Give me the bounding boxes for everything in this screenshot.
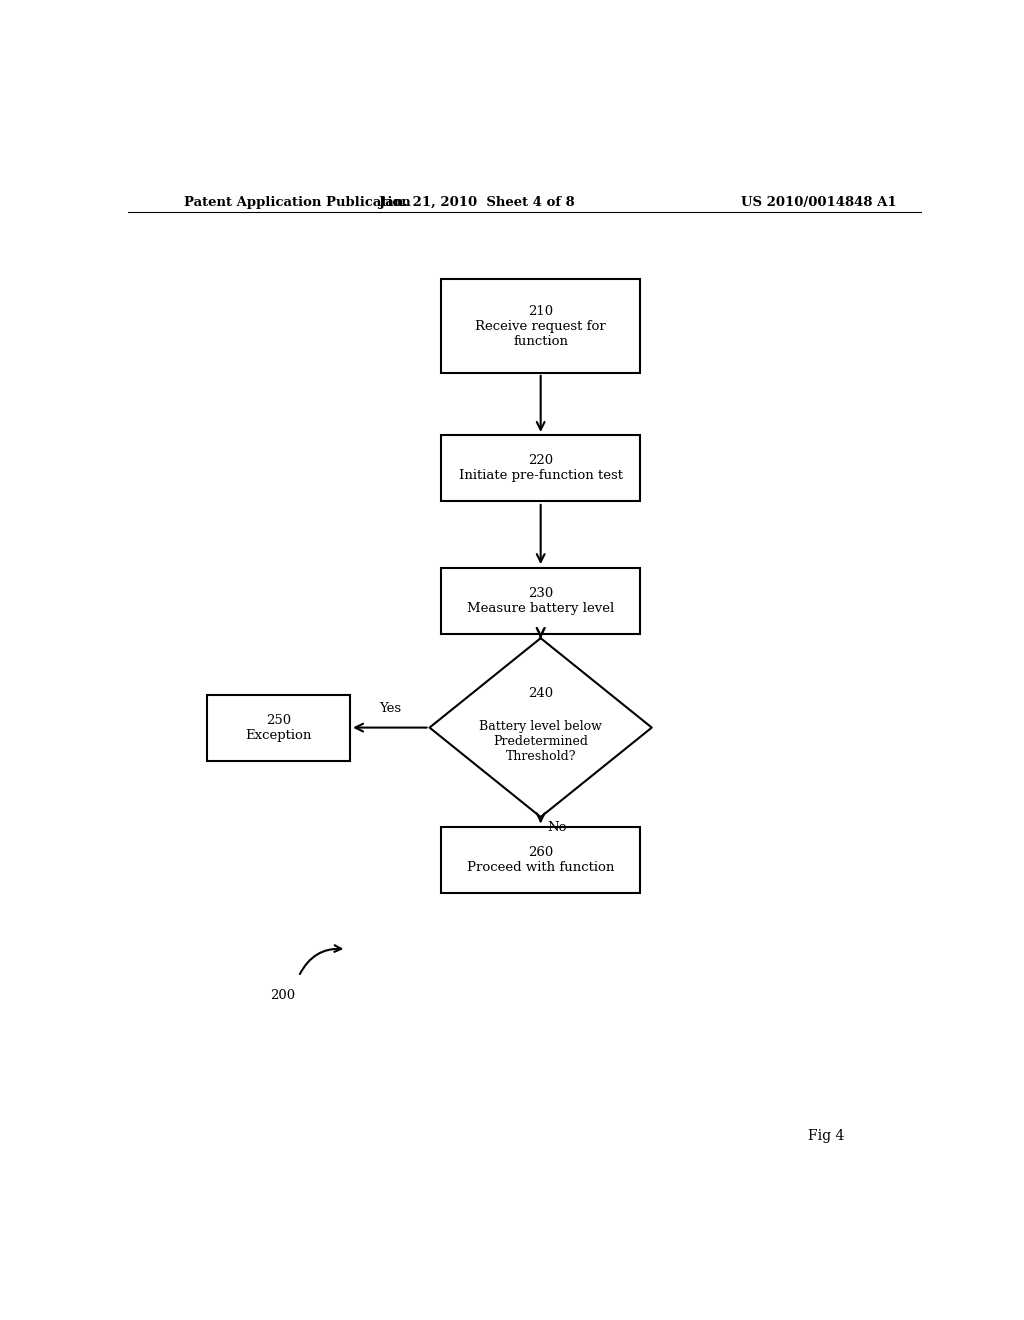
Text: Yes: Yes bbox=[379, 702, 401, 715]
Text: 250
Exception: 250 Exception bbox=[246, 714, 312, 742]
Text: 210
Receive request for
function: 210 Receive request for function bbox=[475, 305, 606, 347]
Text: 260
Proceed with function: 260 Proceed with function bbox=[467, 846, 614, 874]
Text: Battery level below
Predetermined
Threshold?: Battery level below Predetermined Thresh… bbox=[479, 719, 602, 763]
Text: Jan. 21, 2010  Sheet 4 of 8: Jan. 21, 2010 Sheet 4 of 8 bbox=[379, 195, 575, 209]
Text: 240: 240 bbox=[528, 688, 553, 700]
Text: No: No bbox=[547, 821, 566, 834]
FancyBboxPatch shape bbox=[441, 826, 640, 892]
Text: US 2010/0014848 A1: US 2010/0014848 A1 bbox=[740, 195, 896, 209]
FancyBboxPatch shape bbox=[207, 694, 350, 760]
Text: 200: 200 bbox=[270, 989, 295, 1002]
FancyArrowPatch shape bbox=[300, 945, 341, 974]
FancyBboxPatch shape bbox=[441, 436, 640, 502]
FancyBboxPatch shape bbox=[441, 280, 640, 372]
Text: 220
Initiate pre-function test: 220 Initiate pre-function test bbox=[459, 454, 623, 482]
Text: Patent Application Publication: Patent Application Publication bbox=[183, 195, 411, 209]
Text: Fig 4: Fig 4 bbox=[808, 1129, 845, 1143]
Text: 230
Measure battery level: 230 Measure battery level bbox=[467, 586, 614, 615]
FancyBboxPatch shape bbox=[441, 568, 640, 634]
